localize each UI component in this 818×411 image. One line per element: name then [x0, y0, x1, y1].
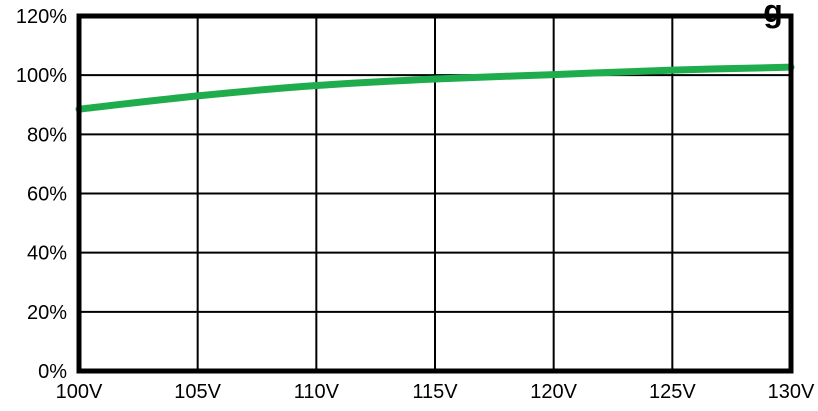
y-tick-label: 80% [27, 124, 67, 146]
y-tick-label: 100% [16, 65, 67, 87]
y-tick-label: 40% [27, 243, 67, 265]
x-tick-label: 115V [412, 381, 458, 403]
y-tick-label: 60% [27, 184, 67, 206]
grid-layer [79, 16, 791, 371]
y-tick-label: 20% [27, 302, 67, 324]
series-point [670, 68, 674, 72]
chart-title-fragment: g [763, 0, 783, 29]
series-point [314, 84, 318, 88]
series-point [196, 94, 200, 98]
x-tick-label: 110V [294, 381, 340, 403]
x-tick-label: 120V [530, 381, 577, 403]
x-tick-label: 130V [768, 381, 815, 403]
y-tick-label: 120% [16, 6, 67, 28]
x-tick-label: 100V [56, 381, 103, 403]
y-tick-label: 0% [38, 361, 67, 383]
label-layer: 0% 20% 40% 60% 80% 100% 120% 100V 105V 110V 115V 12… [16, 6, 815, 403]
x-tick-label: 105V [174, 381, 221, 403]
series-point [552, 73, 556, 77]
x-tick-label: 125V [649, 381, 696, 403]
frame-layer [76, 13, 794, 374]
series-point [433, 77, 437, 81]
plot-frame [76, 13, 794, 374]
